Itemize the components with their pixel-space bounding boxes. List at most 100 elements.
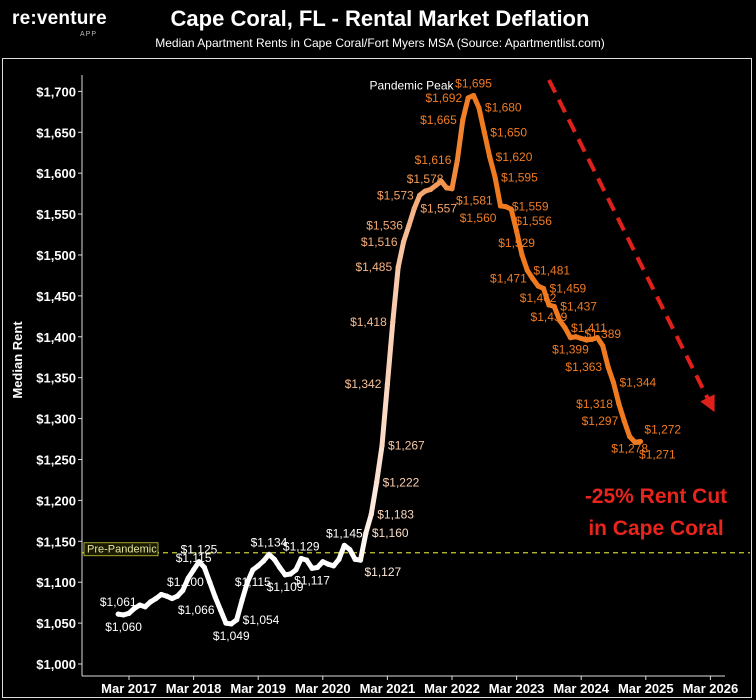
data-point xyxy=(546,302,552,308)
data-point xyxy=(632,439,638,445)
data-point xyxy=(594,334,600,341)
data-point xyxy=(583,337,590,343)
data-label: $1,620 xyxy=(496,150,533,164)
data-point xyxy=(578,335,584,342)
series-segment xyxy=(476,105,487,135)
data-label: $1,399 xyxy=(552,343,589,357)
y-tick-label: $1,450 xyxy=(36,289,76,304)
header: re:venture APP Cape Coral, FL - Rental M… xyxy=(0,0,756,58)
data-point xyxy=(142,604,148,610)
series-segment xyxy=(207,579,218,600)
data-label: $1,560 xyxy=(460,211,497,225)
data-label: $1,471 xyxy=(490,272,527,286)
data-label: $1,695 xyxy=(455,76,492,90)
y-tick-label: $1,250 xyxy=(36,452,76,467)
data-point xyxy=(444,185,450,191)
data-label: $1,127 xyxy=(364,565,401,579)
data-label: $1,578 xyxy=(407,172,444,186)
data-point xyxy=(147,599,154,605)
series-segment xyxy=(234,597,245,623)
data-label: $1,363 xyxy=(565,360,602,374)
axes: $1,000 $1,050 $1,100 $1,150 $1,200 $1,250 $1,3… xyxy=(10,75,738,696)
series-segment xyxy=(239,579,250,603)
data-point xyxy=(551,303,557,310)
data-point xyxy=(293,567,299,573)
data-label: $1,411 xyxy=(571,321,607,335)
data-point xyxy=(476,105,482,111)
data-point xyxy=(374,479,380,485)
data-point xyxy=(449,186,455,192)
data-point xyxy=(153,595,159,602)
data-label: $1,650 xyxy=(490,125,527,139)
data-point xyxy=(508,206,514,212)
data-point xyxy=(320,559,326,565)
series-segment xyxy=(401,223,412,245)
series-segment xyxy=(514,228,525,258)
series-segment xyxy=(621,418,633,440)
series-segment xyxy=(508,206,520,234)
data-label: $1,581 xyxy=(456,194,493,208)
data-label: $1,536 xyxy=(366,219,403,233)
data-label: $1,557 xyxy=(420,201,457,215)
data-label: $1,115 xyxy=(235,575,271,589)
data-point xyxy=(250,567,256,573)
data-point xyxy=(121,612,127,618)
brand-logo: re:venture xyxy=(12,8,107,29)
series-segment xyxy=(368,479,380,517)
data-label: $1,485 xyxy=(355,260,392,274)
chart-frame xyxy=(2,58,752,698)
reference-line-group: Pre-Pandemic xyxy=(82,542,750,557)
data-point xyxy=(400,239,407,245)
series-segment xyxy=(454,117,466,163)
series-line-group xyxy=(115,92,644,627)
data-point xyxy=(368,511,374,517)
y-tick-label: $1,650 xyxy=(36,125,76,140)
data-point xyxy=(470,92,477,99)
data-point xyxy=(314,564,321,571)
data-label: $1,529 xyxy=(498,236,535,250)
data-point xyxy=(390,319,396,325)
x-tick-label: Mar 2025 xyxy=(618,681,674,696)
y-tick-label: $1,050 xyxy=(36,616,76,631)
x-tick-label: Mar 2017 xyxy=(101,681,157,696)
data-label: $1,145 xyxy=(326,526,363,540)
data-point xyxy=(567,334,574,341)
chart-subtitle: Median Apartment Rents in Cape Coral/For… xyxy=(155,36,605,50)
rent-cut-label: -25% Rent Cut xyxy=(585,485,727,508)
data-point xyxy=(239,597,245,603)
data-label: $1,559 xyxy=(512,200,549,214)
data-point xyxy=(228,621,234,627)
y-tick-label: $1,550 xyxy=(36,207,76,222)
x-tick-label: Mar 2018 xyxy=(166,681,222,696)
data-point xyxy=(514,228,520,234)
data-point xyxy=(616,401,622,407)
data-point xyxy=(422,188,428,194)
series-segment xyxy=(541,286,552,308)
data-label: $1,117 xyxy=(294,573,330,587)
data-label: $1,297 xyxy=(582,414,619,428)
y-tick-label: $1,300 xyxy=(36,412,76,427)
series-segment xyxy=(611,380,622,407)
data-label: $1,556 xyxy=(515,214,552,228)
data-point xyxy=(621,418,627,424)
x-tick-label: Mar 2023 xyxy=(489,681,545,696)
data-point xyxy=(185,575,191,581)
data-label: $1,109 xyxy=(267,580,304,594)
data-label: $1,271 xyxy=(639,447,676,461)
series-segment xyxy=(616,401,627,424)
data-label: $1,066 xyxy=(178,603,215,617)
data-point xyxy=(454,157,460,163)
data-point xyxy=(406,222,412,229)
data-point xyxy=(309,565,315,571)
data-point xyxy=(271,556,277,562)
data-point xyxy=(460,117,466,123)
series-segment xyxy=(460,95,471,123)
data-label: $1,222 xyxy=(383,475,420,489)
x-tick-label: Mar 2026 xyxy=(683,681,739,696)
data-point xyxy=(524,267,530,274)
data-point xyxy=(298,555,304,562)
data-label: $1,344 xyxy=(620,376,657,390)
y-tick-label: $1,500 xyxy=(36,248,76,263)
data-point xyxy=(417,192,423,198)
data-point xyxy=(255,563,261,569)
